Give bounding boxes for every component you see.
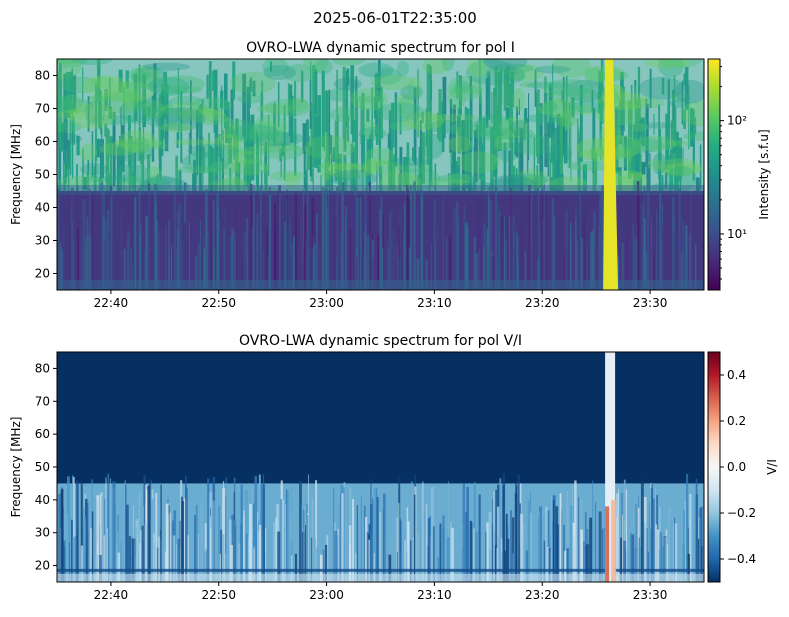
y-tick-label: 40 — [35, 493, 50, 507]
x-tick-label: 23:20 — [525, 296, 560, 310]
y-tick-label: 50 — [35, 168, 50, 182]
colorbar-tick-label: 10¹ — [727, 227, 747, 241]
colorbar-tick-label: 0.2 — [727, 414, 746, 428]
y-tick-label: 30 — [35, 526, 50, 540]
colorbar-label: V/I — [765, 459, 779, 475]
colorbar — [707, 351, 721, 583]
x-tick-label: 23:30 — [633, 588, 668, 602]
y-tick-label: 20 — [35, 559, 50, 573]
panel-title: OVRO-LWA dynamic spectrum for pol I — [246, 40, 515, 56]
y-tick-label: 60 — [35, 427, 50, 441]
x-tick-label: 22:40 — [94, 296, 129, 310]
colorbar-tick-label: −0.4 — [727, 552, 756, 566]
colorbar-label: Intensity [s.f.u] — [757, 129, 771, 219]
panel-1: OVRO-LWA dynamic spectrum for pol I 22:40… — [9, 40, 771, 310]
y-tick-label: 40 — [35, 201, 50, 215]
y-tick-label: 70 — [35, 102, 50, 116]
colorbar — [707, 58, 721, 291]
x-tick-label: 23:10 — [417, 588, 452, 602]
x-tick-label: 23:00 — [309, 296, 344, 310]
y-tick-label: 60 — [35, 135, 50, 149]
y-tick-label: 80 — [35, 361, 50, 375]
y-tick-label: 70 — [35, 394, 50, 408]
x-tick-label: 22:40 — [94, 588, 129, 602]
x-tick-label: 22:50 — [201, 296, 236, 310]
colorbar-tick-label: 0.4 — [727, 368, 746, 382]
y-tick-label: 80 — [35, 69, 50, 83]
y-tick-label: 50 — [35, 460, 50, 474]
y-tick-label: 20 — [35, 267, 50, 281]
x-tick-label: 23:00 — [309, 588, 344, 602]
y-tick-label: 30 — [35, 234, 50, 248]
spectrogram-image — [57, 59, 704, 290]
radio-burst — [605, 352, 616, 582]
x-tick-label: 23:10 — [417, 296, 452, 310]
y-axis-label: Frequency [MHz] — [9, 417, 23, 518]
x-tick-label: 23:30 — [633, 296, 668, 310]
colorbar-tick-label: 0.0 — [727, 460, 746, 474]
y-axis-label: Frequency [MHz] — [9, 124, 23, 225]
radio-burst — [603, 59, 619, 290]
panel-title: OVRO-LWA dynamic spectrum for pol V/I — [239, 333, 522, 349]
panel-2: OVRO-LWA dynamic spectrum for pol V/I 22:… — [9, 333, 779, 602]
x-tick-label: 22:50 — [201, 588, 236, 602]
x-tick-label: 23:20 — [525, 588, 560, 602]
colorbar-tick-label: 10² — [727, 114, 747, 128]
figure-suptitle: 2025-06-01T22:35:00 — [313, 9, 477, 27]
colorbar-tick-label: −0.2 — [727, 506, 756, 520]
spectrogram-image — [57, 352, 704, 582]
